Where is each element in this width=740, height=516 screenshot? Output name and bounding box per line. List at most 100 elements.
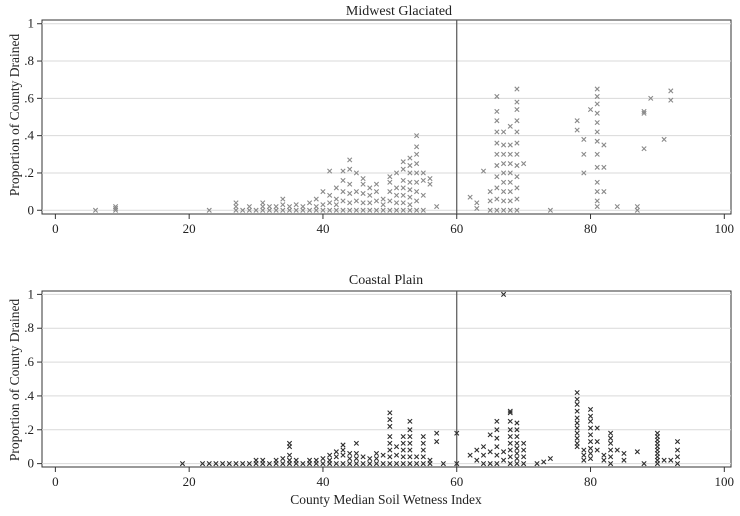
- data-point: [400, 200, 406, 206]
- data-point: [333, 461, 339, 467]
- data-point: [594, 110, 600, 116]
- data-point: [340, 452, 346, 458]
- data-point: [313, 207, 319, 213]
- y-axis-title: Proportion of County Drained: [7, 34, 22, 197]
- data-point: [407, 454, 413, 460]
- data-point: [340, 198, 346, 204]
- data-point: [507, 440, 513, 446]
- data-point: [514, 129, 520, 135]
- data-point: [393, 444, 400, 450]
- data-point: [514, 86, 520, 92]
- data-point: [286, 457, 293, 463]
- data-point: [373, 207, 380, 213]
- data-point: [487, 432, 493, 438]
- data-point: [427, 181, 433, 187]
- data-point: [400, 440, 406, 446]
- data-point: [333, 202, 339, 208]
- data-point: [507, 207, 513, 213]
- data-point: [467, 194, 473, 200]
- data-point: [333, 454, 339, 460]
- data-point: [340, 442, 346, 448]
- data-point: [327, 452, 333, 458]
- data-point: [367, 207, 373, 213]
- data-point: [407, 187, 413, 193]
- data-point: [407, 207, 413, 213]
- data-point: [367, 200, 373, 206]
- y-tick-label: .8: [24, 53, 34, 68]
- data-point: [280, 455, 286, 462]
- data-point: [507, 427, 513, 433]
- data-point: [373, 181, 380, 187]
- data-point: [226, 461, 232, 467]
- y-tick-label: .6: [24, 90, 34, 105]
- data-point: [300, 203, 306, 210]
- data-point: [387, 454, 393, 460]
- data-point: [414, 161, 420, 167]
- data-point: [253, 207, 259, 213]
- data-point: [634, 207, 640, 213]
- data-point: [601, 142, 607, 148]
- data-point: [668, 88, 674, 94]
- data-point: [648, 95, 654, 101]
- data-point: [340, 447, 346, 453]
- data-point: [500, 449, 507, 455]
- data-point: [420, 447, 426, 453]
- data-point: [380, 207, 386, 213]
- data-point: [507, 170, 513, 176]
- data-point: [601, 452, 607, 458]
- data-point: [393, 192, 400, 198]
- data-point: [414, 207, 420, 213]
- data-point: [360, 181, 366, 187]
- data-point: [514, 118, 520, 124]
- data-point: [514, 445, 520, 451]
- data-point: [608, 454, 614, 460]
- data-point: [206, 207, 212, 213]
- data-point: [674, 461, 681, 467]
- data-point: [199, 461, 206, 467]
- data-point: [494, 444, 500, 450]
- data-point: [327, 207, 333, 213]
- data-point: [400, 159, 406, 165]
- data-point: [574, 401, 580, 407]
- data-point: [608, 435, 614, 441]
- data-point: [260, 207, 266, 213]
- data-point: [400, 447, 406, 453]
- data-point: [574, 435, 580, 441]
- data-point: [373, 450, 380, 457]
- data-point: [587, 450, 594, 457]
- data-point: [474, 457, 480, 463]
- data-point: [494, 162, 500, 169]
- data-point: [213, 461, 219, 467]
- x-tick-label: 60: [450, 221, 463, 236]
- data-point: [407, 202, 413, 208]
- data-point: [487, 207, 493, 213]
- data-point: [507, 410, 513, 416]
- data-point: [587, 445, 594, 451]
- data-point: [360, 190, 366, 197]
- data-point: [514, 140, 520, 146]
- data-point: [474, 205, 480, 211]
- data-point: [233, 200, 239, 206]
- x-tick-label: 0: [52, 474, 59, 489]
- data-point: [594, 425, 600, 431]
- data-point: [547, 455, 553, 462]
- data-point: [614, 203, 620, 210]
- data-point: [306, 457, 313, 463]
- data-point: [387, 189, 393, 195]
- data-point: [574, 430, 580, 436]
- data-point: [608, 430, 614, 436]
- data-point: [360, 200, 366, 206]
- data-point: [393, 452, 400, 458]
- data-point: [608, 461, 614, 467]
- data-point: [514, 450, 520, 457]
- data-point: [112, 205, 119, 211]
- x-tick-label: 80: [584, 221, 597, 236]
- data-point: [320, 207, 326, 213]
- data-point: [500, 129, 507, 135]
- data-point: [420, 461, 426, 467]
- data-point: [393, 170, 400, 176]
- data-point: [206, 461, 212, 467]
- data-point: [574, 425, 580, 431]
- data-point: [547, 207, 553, 213]
